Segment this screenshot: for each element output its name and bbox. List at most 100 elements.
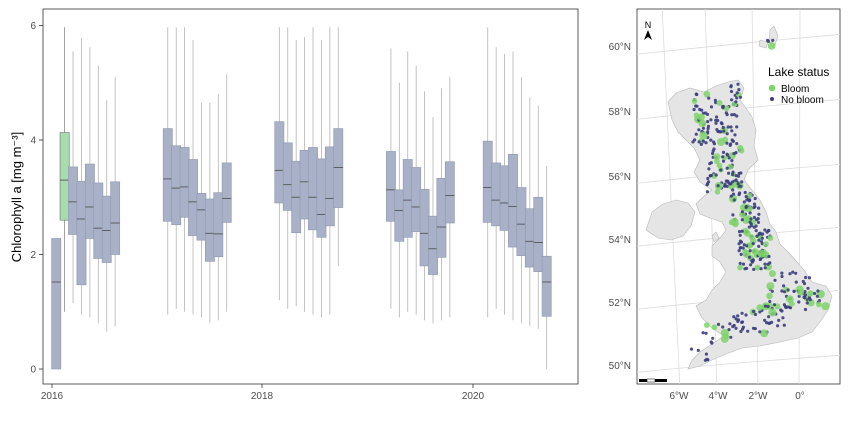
lake-point-no-bloom: [731, 172, 735, 177]
lake-point-no-bloom: [760, 236, 764, 240]
lake-point-no-bloom: [740, 320, 745, 324]
box: [110, 181, 121, 255]
box: [188, 159, 198, 236]
lake-point-no-bloom: [751, 258, 755, 262]
lake-point-no-bloom: [742, 243, 746, 247]
box: [274, 121, 285, 204]
lake-point-no-bloom: [751, 242, 755, 246]
lake-point-no-bloom: [786, 288, 790, 292]
lake-point-no-bloom: [725, 132, 729, 136]
lake-point-bloom: [691, 98, 698, 104]
lake-point-no-bloom: [782, 323, 786, 327]
lake-point-no-bloom: [728, 143, 732, 147]
lake-point-no-bloom: [714, 121, 718, 125]
lake-point-no-bloom: [709, 173, 713, 178]
lake-point-no-bloom: [766, 304, 770, 309]
lake-point-no-bloom: [752, 215, 757, 220]
x-tick-label: 2020: [462, 391, 485, 402]
lake-point-no-bloom: [697, 128, 701, 132]
lake-point-no-bloom: [716, 129, 720, 134]
lake-point-bloom: [716, 162, 723, 169]
lake-point-no-bloom: [738, 239, 743, 243]
box: [59, 132, 70, 221]
lat-tick-label: 52°N: [609, 298, 631, 309]
lake-point-no-bloom: [753, 196, 757, 201]
lake-point-no-bloom: [763, 262, 767, 266]
box: [76, 180, 87, 286]
lake-point-no-bloom: [738, 246, 742, 250]
box: [524, 208, 535, 268]
lake-point-bloom: [699, 131, 708, 140]
lake-point-no-bloom: [735, 91, 739, 95]
lake-point-bloom: [739, 211, 746, 218]
lake-points: [689, 38, 830, 362]
lake-point-bloom: [751, 248, 759, 256]
legend-title: Lake status: [768, 65, 829, 79]
lake-point-no-bloom: [709, 118, 713, 122]
box: [213, 192, 224, 258]
box: [68, 166, 78, 235]
y-tick-label: 4: [30, 136, 36, 147]
north-arrow-label: N: [645, 20, 652, 30]
y-axis-title: Chlorophyll a [mg m⁻³]: [9, 132, 24, 262]
lake-point-no-bloom: [721, 325, 725, 329]
lake-point-no-bloom: [739, 184, 743, 188]
lake-point-no-bloom: [701, 126, 706, 130]
lake-point-no-bloom: [705, 190, 710, 194]
box: [541, 255, 552, 317]
lake-point-no-bloom: [739, 329, 743, 334]
lake-point-no-bloom: [701, 139, 705, 143]
map-y-axis: 50°N 52°N 54°N 56°N 58°N 60°N: [609, 42, 631, 372]
lake-point-no-bloom: [781, 316, 785, 320]
x-tick-label: 2018: [251, 391, 274, 402]
lake-point-no-bloom: [732, 315, 736, 319]
scale-bar-segment: [655, 379, 667, 382]
lake-point-no-bloom: [697, 140, 701, 144]
lake-point-no-bloom: [709, 138, 713, 142]
box: [508, 154, 518, 248]
y-axis: 0 2 4 6 Chlorophyll a [mg m⁻³]: [9, 21, 43, 376]
lake-point-no-bloom: [748, 255, 752, 259]
box: [516, 187, 527, 256]
lake-point-no-bloom: [731, 213, 735, 217]
lake-point-no-bloom: [714, 173, 718, 177]
lake-point-no-bloom: [788, 272, 792, 276]
lake-point-no-bloom: [735, 125, 739, 129]
lake-point-bloom: [711, 324, 718, 331]
lake-point-no-bloom: [712, 147, 716, 151]
lake-point-no-bloom: [735, 96, 739, 100]
lake-point-no-bloom: [730, 129, 734, 133]
boxplot-panel: 0 2 4 6 Chlorophyll a [mg m⁻³] 2016 2018…: [9, 8, 579, 402]
lake-point-no-bloom: [772, 303, 777, 307]
box: [93, 182, 104, 259]
lake-point-no-bloom: [726, 179, 730, 183]
land-ireland: [645, 199, 696, 241]
lake-point-no-bloom: [738, 95, 743, 99]
lake-point-no-bloom: [709, 105, 714, 109]
lake-point-no-bloom: [725, 166, 729, 170]
lake-point-no-bloom: [794, 280, 798, 284]
lake-point-no-bloom: [797, 300, 801, 304]
lake-point-no-bloom: [763, 266, 767, 270]
lake-point-no-bloom: [816, 289, 820, 293]
lat-tick-label: 58°N: [609, 107, 631, 118]
lake-point-no-bloom: [740, 210, 745, 214]
lake-point-bloom: [714, 158, 720, 165]
lake-point-no-bloom: [768, 299, 772, 304]
lake-point-no-bloom: [731, 188, 735, 192]
lake-point-no-bloom: [737, 242, 741, 246]
map-legend: Lake status Bloom No bloom: [768, 65, 829, 106]
lake-point-no-bloom: [726, 153, 730, 157]
box: [499, 165, 510, 231]
lake-point-no-bloom: [729, 194, 733, 198]
lake-point-bloom: [717, 138, 725, 146]
lake-point-no-bloom: [738, 261, 742, 265]
lake-point-bloom: [744, 230, 751, 237]
lake-point-no-bloom: [780, 309, 784, 313]
lake-point-no-bloom: [730, 180, 734, 184]
lake-point-no-bloom: [740, 180, 744, 184]
lake-point-no-bloom: [733, 133, 737, 137]
box: [444, 161, 455, 224]
land-isle-of-man: [711, 231, 720, 243]
